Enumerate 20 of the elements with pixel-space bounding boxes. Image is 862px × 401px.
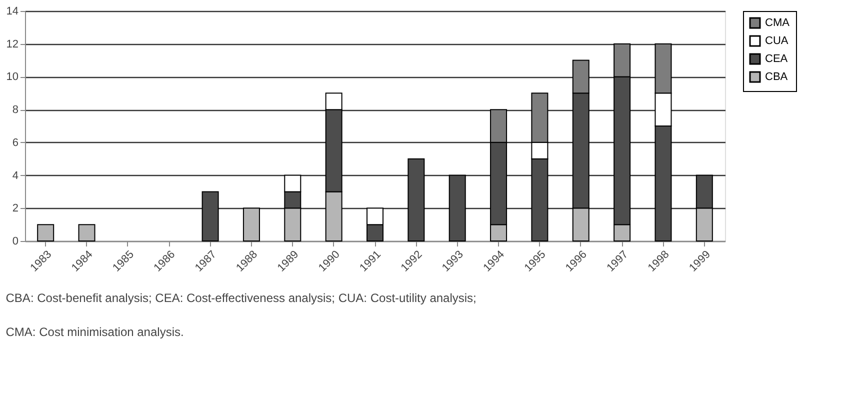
y-tick-label: 4: [12, 170, 18, 182]
text: CBA: Cost-benefit analysis; CEA: Cost-effectiveness analysis; CUA: Cost-utility analysis;: [6, 291, 476, 306]
bar: [242, 208, 260, 242]
bar: [448, 174, 466, 242]
bar: [202, 191, 219, 242]
y-tick-label: 2: [12, 202, 18, 215]
y-tick-label: 8: [12, 104, 18, 116]
legend-label: CEA: [765, 53, 788, 65]
y-tick-label: 12: [6, 38, 18, 50]
bar: [78, 224, 96, 242]
y-tick-label: 10: [6, 71, 18, 84]
y-tick-label: 0: [12, 236, 18, 248]
bar: [408, 158, 425, 242]
legend-label: CBA: [765, 71, 788, 83]
text: CMA: Cost minimisation analysis.: [6, 325, 184, 340]
y-tick-label: 6: [12, 136, 18, 149]
legend-label: CMA: [765, 17, 790, 29]
y-tick-label: 14: [6, 6, 18, 18]
bar: [37, 224, 54, 242]
legend-label: CUA: [765, 35, 789, 47]
